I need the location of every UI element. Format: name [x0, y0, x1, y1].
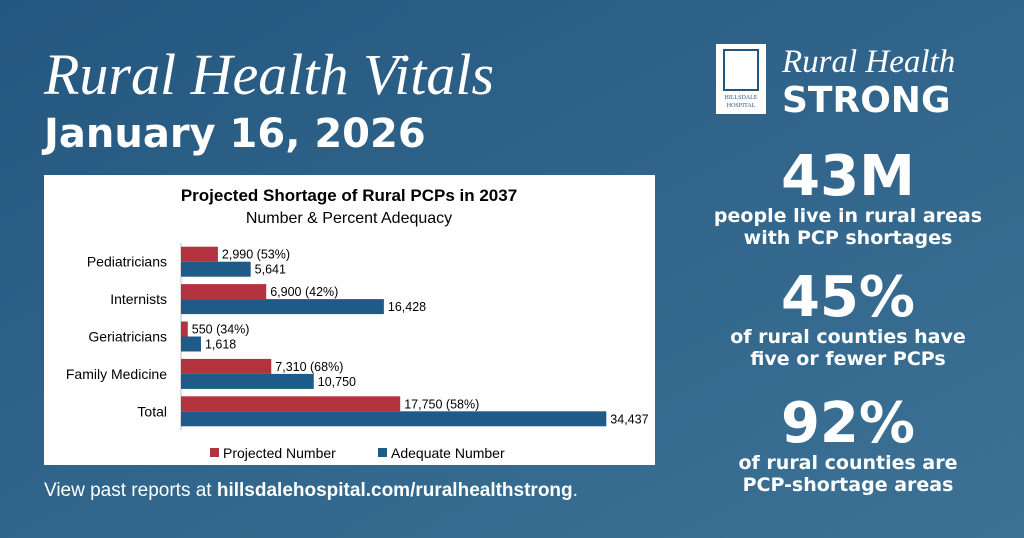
stat-text: of rural counties are: [738, 452, 957, 474]
category-label: Family Medicine: [66, 366, 167, 382]
chart-title: Projected Shortage of Rural PCPs in 2037: [181, 186, 517, 205]
value-label: 17,750 (58%): [404, 397, 479, 411]
value-label: 16,428: [388, 300, 426, 314]
value-label: 2,990 (53%): [222, 248, 290, 262]
stat-text: of rural counties have: [730, 326, 966, 348]
value-label: 10,750: [318, 375, 356, 389]
logo-text: HOSPITAL: [727, 103, 756, 109]
stat-text: five or fewer PCPs: [750, 348, 945, 370]
legend-label: Adequate Number: [391, 445, 505, 461]
logo-text: HILLSDALE: [725, 95, 758, 101]
bar: [181, 336, 201, 352]
bar: [181, 396, 401, 412]
stat-text: PCP-shortage areas: [743, 474, 954, 496]
stat-value: 43M: [781, 144, 915, 209]
category-label: Pediatricians: [87, 254, 167, 270]
footer-lead: View past reports at: [44, 480, 217, 501]
logo-icon: [723, 49, 759, 91]
category-label: Geriatricians: [88, 329, 167, 345]
value-label: 6,900 (42%): [270, 285, 338, 299]
bar: [181, 373, 314, 389]
value-label: 550 (34%): [192, 323, 250, 337]
legend-swatch: [378, 448, 387, 457]
category-label: Total: [137, 403, 167, 419]
bar: [181, 321, 188, 337]
chart-subtitle: Number & Percent Adequacy: [246, 210, 452, 227]
logo: HILLSDALE HOSPITAL: [716, 44, 766, 114]
bar: [181, 284, 267, 300]
value-label: 1,618: [205, 338, 236, 352]
tagline-strong: STRONG: [782, 80, 951, 121]
stat-value: 92%: [781, 391, 915, 456]
category-label: Internists: [110, 291, 167, 307]
bar: [181, 246, 218, 262]
bar: [181, 261, 251, 277]
tagline: Rural Health: [781, 44, 955, 80]
title: Rural Health Vitals: [43, 42, 494, 107]
value-label: 5,641: [255, 263, 286, 277]
stat-value: 45%: [781, 265, 915, 330]
value-label: 7,310 (68%): [275, 360, 343, 374]
bar: [181, 358, 272, 374]
bar: [181, 299, 384, 315]
stat-text: with PCP shortages: [744, 227, 953, 249]
date: January 16, 2026: [41, 111, 426, 157]
legend-swatch: [210, 448, 219, 457]
footer-link[interactable]: hillsdalehospital.com/ruralhealthstrong: [217, 480, 573, 501]
footer-end: .: [573, 480, 578, 501]
legend-label: Projected Number: [223, 445, 336, 461]
stat-text: people live in rural areas: [714, 205, 982, 227]
value-label: 34,437: [610, 412, 648, 426]
footer: View past reports at hillsdalehospital.c…: [44, 480, 578, 501]
bar: [181, 411, 607, 427]
